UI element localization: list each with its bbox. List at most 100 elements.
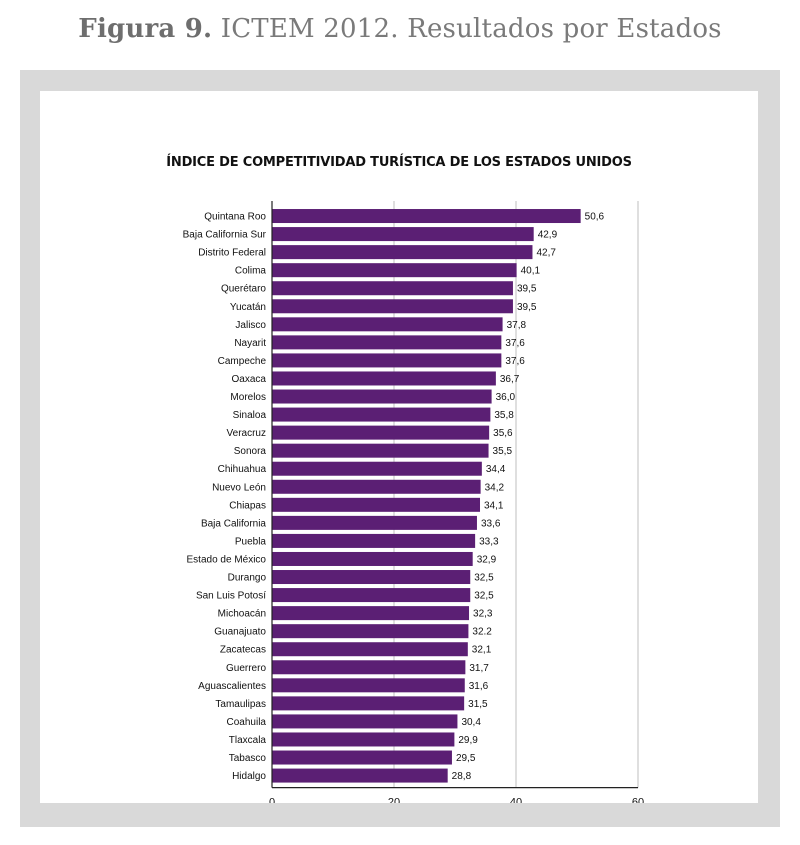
value-label: 32,3 <box>473 609 493 620</box>
bar-2 <box>272 245 533 260</box>
bar-27 <box>272 696 465 711</box>
bar-4 <box>272 281 513 296</box>
bar-14 <box>272 461 482 476</box>
value-label: 36,7 <box>500 374 520 385</box>
bar-0 <box>272 209 581 224</box>
bar-20 <box>272 570 471 585</box>
category-label: Morelos <box>230 392 266 403</box>
x-tick-label: 60 <box>632 797 644 803</box>
bar-30 <box>272 750 452 765</box>
bar-9 <box>272 371 496 386</box>
bar-10 <box>272 389 492 404</box>
figure-label: Figura 9. <box>78 14 213 44</box>
value-label: 30,4 <box>461 717 481 728</box>
value-label: 35,5 <box>493 446 513 457</box>
category-label: Durango <box>228 573 267 584</box>
category-label: Coahuila <box>227 717 267 728</box>
category-label: Tlaxcala <box>229 735 267 746</box>
bar-22 <box>272 606 470 621</box>
bar-31 <box>272 768 448 783</box>
value-label: 32,9 <box>477 554 497 565</box>
value-label: 34,2 <box>485 482 505 493</box>
bar-26 <box>272 678 465 693</box>
category-label: Nuevo León <box>212 482 266 493</box>
category-label: Oaxaca <box>232 374 267 385</box>
bar-12 <box>272 425 490 440</box>
chart-panel: ÍNDICE DE COMPETITIVIDAD TURÍSTICA DE LO… <box>40 91 758 803</box>
value-label: 42,9 <box>538 230 558 241</box>
bar-8 <box>272 353 502 368</box>
value-label: 32.2 <box>472 627 492 638</box>
value-label: 32,5 <box>474 591 494 602</box>
bar-16 <box>272 497 481 512</box>
category-label: Sonora <box>234 446 267 457</box>
value-label: 29,5 <box>456 753 476 764</box>
figure-caption: Figura 9. ICTEM 2012. Resultados por Est… <box>0 14 800 44</box>
bar-25 <box>272 660 466 675</box>
category-label: Estado de México <box>187 554 267 565</box>
value-label: 31,7 <box>469 663 489 674</box>
category-label: Jalisco <box>235 320 266 331</box>
bar-21 <box>272 588 471 603</box>
figure-title: ICTEM 2012. Resultados por Estados <box>220 14 722 44</box>
value-label: 31,6 <box>469 681 489 692</box>
category-label: Hidalgo <box>232 771 266 782</box>
bar-24 <box>272 642 468 657</box>
value-label: 33,6 <box>481 518 501 529</box>
bar-23 <box>272 624 469 639</box>
value-label: 40,1 <box>521 266 541 277</box>
value-label: 29,9 <box>458 735 478 746</box>
category-label: Michoacán <box>218 609 266 620</box>
category-label: Baja California <box>201 518 266 529</box>
category-label: Colima <box>235 266 267 277</box>
category-label: Yucatán <box>230 302 266 313</box>
value-label: 31,5 <box>468 699 488 710</box>
category-label: Distrito Federal <box>198 248 266 259</box>
value-label: 39,5 <box>517 284 537 295</box>
value-label: 42,7 <box>536 248 556 259</box>
value-label: 32,5 <box>474 573 494 584</box>
bar-5 <box>272 299 513 314</box>
value-label: 50,6 <box>585 212 605 223</box>
value-label: 36,0 <box>496 392 516 403</box>
category-label: San Luis Potosí <box>196 591 266 602</box>
bar-28 <box>272 714 458 729</box>
value-label: 28,8 <box>452 771 472 782</box>
category-label: Sinaloa <box>233 410 267 421</box>
category-label: Baja California Sur <box>183 230 267 241</box>
bar-chart: Quintana Roo 50,6 Baja California Sur 42,9 D… <box>183 201 644 803</box>
category-label: Guerrero <box>226 663 266 674</box>
chart-frame: ÍNDICE DE COMPETITIVIDAD TURÍSTICA DE LO… <box>20 70 780 827</box>
bar-13 <box>272 443 489 458</box>
category-label: Tabasco <box>229 753 267 764</box>
x-tick-label: 20 <box>388 797 400 803</box>
bar-29 <box>272 732 455 747</box>
bar-17 <box>272 515 477 530</box>
value-label: 34,4 <box>486 464 506 475</box>
value-label: 35,6 <box>493 428 513 439</box>
x-tick-label: 40 <box>510 797 522 803</box>
value-label: 37,8 <box>507 320 527 331</box>
x-tick-label: 0 <box>269 797 275 803</box>
bar-3 <box>272 263 517 278</box>
category-label: Querétaro <box>221 284 266 295</box>
bar-18 <box>272 533 476 548</box>
category-label: Guanajuato <box>214 627 266 638</box>
bar-1 <box>272 227 534 242</box>
bar-7 <box>272 335 502 350</box>
bar-11 <box>272 407 491 422</box>
value-label: 34,1 <box>484 500 504 511</box>
category-label: Chiapas <box>229 500 266 511</box>
value-label: 37,6 <box>505 356 525 367</box>
category-label: Chihuahua <box>218 464 267 475</box>
value-label: 35,8 <box>494 410 514 421</box>
value-label: 39,5 <box>517 302 537 313</box>
bar-19 <box>272 551 473 566</box>
category-label: Puebla <box>235 536 267 547</box>
category-label: Quintana Roo <box>204 212 266 223</box>
category-label: Aguascalientes <box>198 681 266 692</box>
bar-15 <box>272 479 481 494</box>
category-label: Tamaulipas <box>215 699 266 710</box>
category-label: Campeche <box>218 356 267 367</box>
value-label: 32,1 <box>472 645 492 656</box>
